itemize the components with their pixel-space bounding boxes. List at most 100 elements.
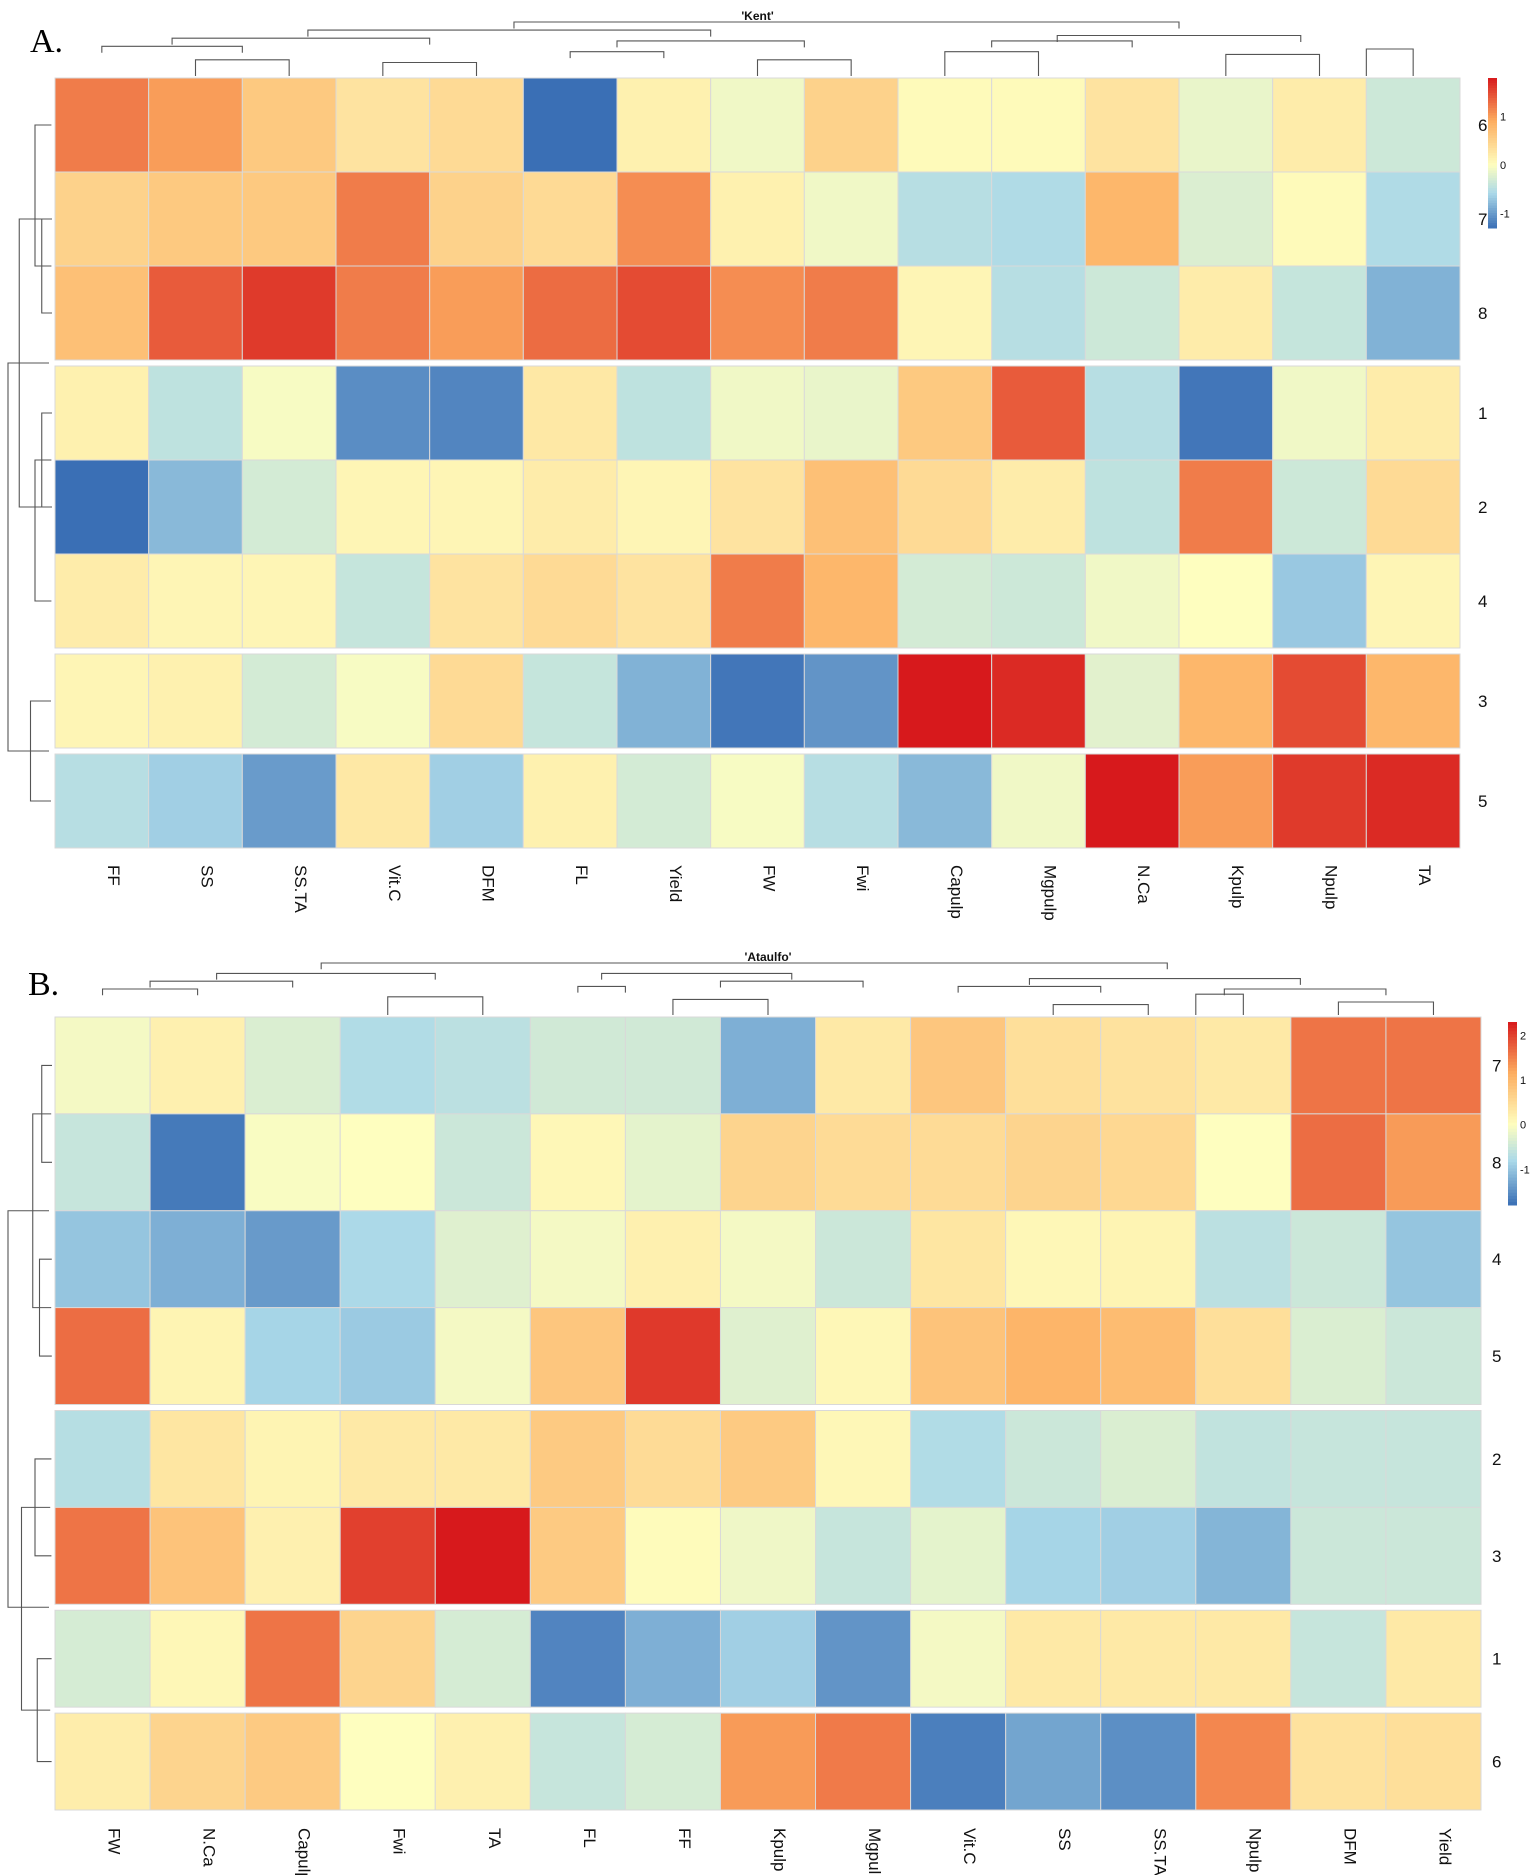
legend-swatch — [1488, 208, 1497, 211]
heatmap-cell — [148, 171, 243, 267]
heatmap-cell — [54, 1712, 151, 1811]
heatmap-cell — [335, 365, 431, 461]
heatmap-cell — [1005, 1016, 1102, 1115]
heatmap-cell — [339, 1506, 436, 1605]
heatmap-cell — [1178, 265, 1274, 361]
legend-swatch — [1508, 1177, 1517, 1182]
column-label: DFM — [1340, 1828, 1359, 1865]
heatmap-cell — [339, 1712, 436, 1811]
heatmap-cell — [710, 753, 805, 849]
heatmap-cell — [624, 1307, 721, 1406]
heatmap-cell — [1005, 1210, 1102, 1309]
heatmap-cell — [815, 1307, 912, 1406]
heatmap-cell — [1005, 1113, 1102, 1212]
heatmap-cell — [1005, 1307, 1102, 1406]
legend-swatch — [1508, 1144, 1517, 1148]
heatmap-cell — [815, 1410, 912, 1508]
legend-swatch — [1508, 1037, 1517, 1041]
heatmap-cell — [54, 265, 150, 361]
heatmap-cell — [1084, 77, 1180, 173]
heatmap-cell — [1195, 1210, 1292, 1309]
legend-swatch — [1488, 83, 1497, 86]
legend-swatch — [1488, 223, 1497, 226]
column-label: N.Ca — [1134, 865, 1153, 904]
heatmap-cell — [719, 1210, 817, 1309]
heatmap-cell — [339, 1016, 436, 1115]
legend-swatch — [1488, 215, 1497, 219]
heatmap-cell — [148, 77, 243, 173]
heatmap-cell — [1005, 1609, 1102, 1708]
legend-swatch — [1508, 1159, 1517, 1163]
heatmap-cell — [149, 1307, 246, 1406]
legend-swatch — [1508, 1183, 1517, 1188]
heatmap-cell — [1195, 1609, 1292, 1708]
heatmap-cell — [54, 1609, 151, 1708]
heatmap-cell — [1385, 1307, 1482, 1406]
heatmap-cell — [815, 1113, 912, 1212]
legend-swatch — [1508, 1171, 1517, 1175]
heatmap-cell — [1084, 553, 1180, 649]
heatmap-cell — [1272, 653, 1367, 749]
heatmap-cell — [54, 77, 150, 173]
heatmap-cell — [522, 265, 618, 361]
heatmap-cell — [149, 1016, 246, 1115]
legend-swatch — [1488, 180, 1497, 184]
heatmap-cell — [1178, 653, 1274, 749]
legend-swatch — [1488, 120, 1497, 124]
heatmap-cell — [991, 265, 1086, 361]
legend-swatch — [1488, 188, 1497, 191]
legend-swatch — [1508, 1052, 1517, 1057]
heatmap-cell — [148, 365, 243, 461]
heatmap-cell — [149, 1712, 246, 1811]
heatmap-cell — [1290, 1113, 1387, 1212]
column-label: Vit.C — [385, 865, 404, 902]
heatmap-cell — [616, 77, 712, 173]
heatmap-cell — [710, 553, 805, 649]
kent-heatmap-title: 'Kent' — [741, 9, 774, 23]
heatmap-cell — [803, 553, 899, 649]
column-label: Kpulp — [770, 1828, 789, 1871]
heatmap-cell — [1195, 1016, 1292, 1115]
heatmap-cell — [1290, 1016, 1387, 1115]
heatmap-cell — [1365, 265, 1461, 361]
ataulfo-column-dendrogram — [101, 962, 1435, 1015]
legend-swatch — [1488, 130, 1497, 134]
legend-swatch — [1508, 1174, 1517, 1179]
legend-tick-label: 2 — [1520, 1030, 1526, 1042]
column-label: DFM — [479, 865, 498, 902]
heatmap-cell — [897, 753, 993, 849]
heatmap-cell — [522, 77, 618, 173]
legend-swatch — [1508, 1058, 1517, 1063]
legend-swatch — [1508, 1165, 1517, 1169]
legend-tick-label: -1 — [1500, 209, 1510, 221]
heatmap-cell — [719, 1712, 817, 1811]
legend-swatch — [1508, 1150, 1517, 1154]
heatmap-cell — [429, 365, 524, 461]
legend-swatch — [1488, 125, 1497, 129]
heatmap-cell — [803, 77, 899, 173]
row-label: 3 — [1478, 692, 1487, 711]
legend-swatch — [1488, 95, 1497, 99]
heatmap-cell — [1005, 1506, 1102, 1605]
heatmap-cell — [522, 365, 618, 461]
heatmap-cell — [815, 1712, 912, 1811]
column-label: Fwi — [390, 1828, 409, 1854]
heatmap-cell — [897, 553, 993, 649]
heatmap-cell — [148, 459, 243, 555]
heatmap-cell — [335, 753, 431, 849]
legend-swatch — [1488, 185, 1497, 189]
legend-swatch — [1488, 128, 1497, 131]
legend-swatch — [1508, 1061, 1517, 1066]
heatmap-cell — [244, 1506, 341, 1605]
heatmap-cell — [529, 1113, 626, 1212]
legend-swatch — [1488, 210, 1497, 214]
legend-tick-label: 0 — [1500, 160, 1506, 172]
legend-swatch — [1488, 158, 1497, 161]
heatmap-cell — [335, 171, 431, 267]
heatmap-cell — [897, 365, 993, 461]
legend-swatch — [1508, 1168, 1517, 1172]
heatmap-cell — [149, 1113, 246, 1212]
legend-swatch — [1488, 115, 1497, 119]
heatmap-cell — [522, 753, 618, 849]
